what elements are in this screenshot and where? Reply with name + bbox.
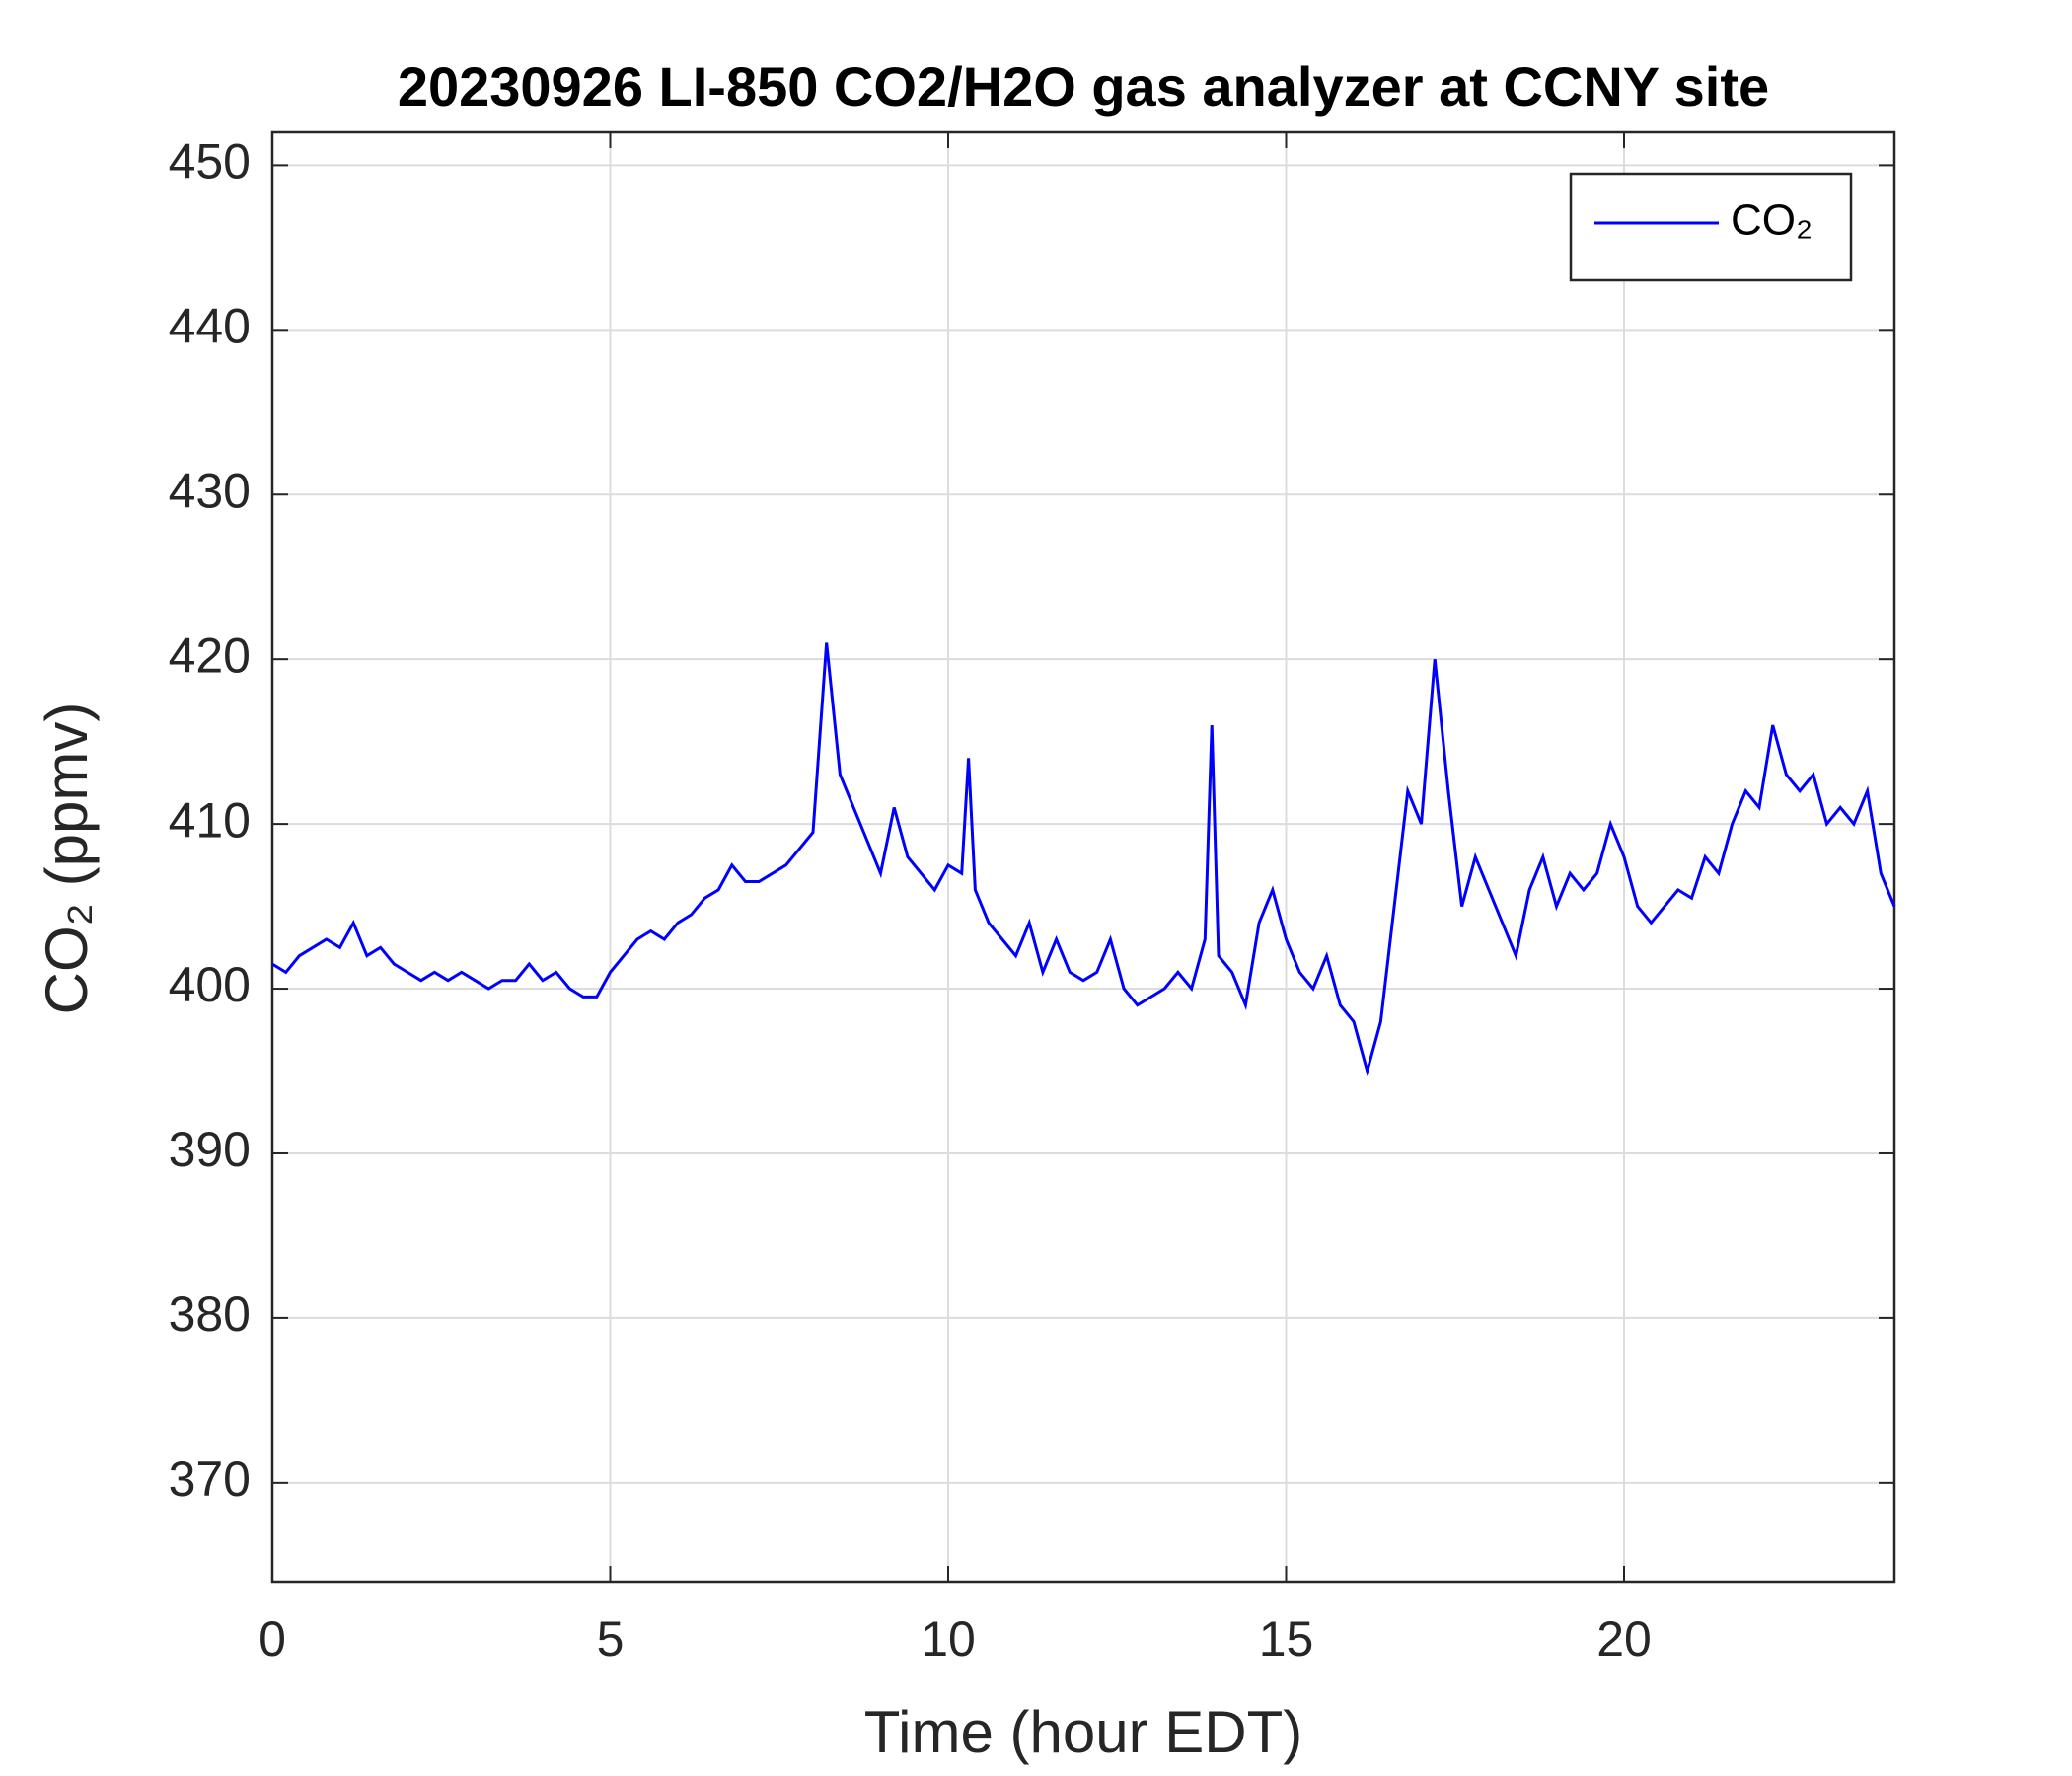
legend-box	[1569, 172, 1853, 282]
y-tick-label: 430	[169, 463, 251, 518]
y-tick-label: 400	[169, 957, 251, 1012]
y-tick-label: 410	[169, 792, 251, 848]
x-tick-label: 10	[921, 1611, 976, 1666]
x-tick-label: 5	[597, 1611, 625, 1666]
y-tick-label: 390	[169, 1122, 251, 1177]
plot-frame	[270, 130, 1896, 1584]
y-tick-label: 440	[169, 299, 251, 354]
y-tick-label: 450	[169, 134, 251, 189]
y-tick-label: 370	[169, 1451, 251, 1507]
chart-title: 20230926 LI-850 CO2/H2O gas analyzer at …	[398, 55, 1769, 117]
x-axis-label: Time (hour EDT)	[864, 1699, 1303, 1765]
x-tick-label: 20	[1596, 1611, 1652, 1666]
y-axis-label: CO₂ (ppmv)	[34, 703, 100, 1015]
legend-label: CO₂	[1731, 196, 1813, 245]
y-tick-label: 380	[169, 1287, 251, 1342]
x-tick-label: 0	[259, 1611, 286, 1666]
data-line	[271, 642, 1896, 1077]
y-tick-label: 420	[169, 628, 251, 683]
x-tick-label: 15	[1259, 1611, 1314, 1666]
